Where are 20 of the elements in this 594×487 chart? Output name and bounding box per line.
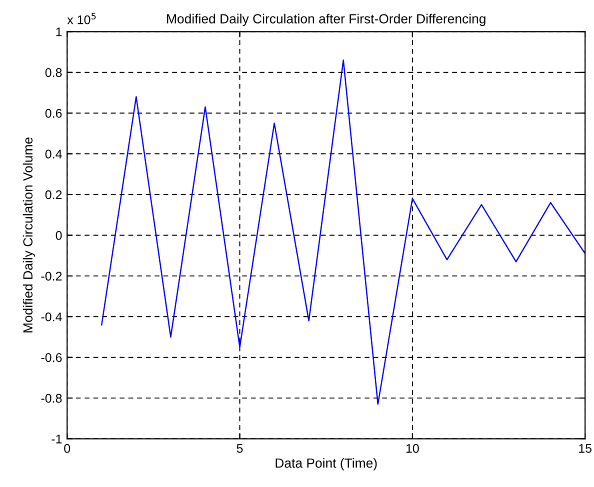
y-tick-label: 0 — [56, 231, 62, 240]
y-tick-label: 0.8 — [45, 68, 62, 78]
y-tick-label: -0.4 — [41, 312, 62, 322]
y-tick-label: 0.6 — [45, 108, 62, 118]
y-axis-title: Modified Daily Circulation Volume — [22, 138, 36, 332]
line-series — [101, 60, 586, 405]
y-tick-label: -1 — [52, 434, 62, 444]
x-axis-title: Data Point (Time) — [276, 458, 377, 470]
y-tick-label: 0.2 — [45, 190, 62, 200]
y-tick-label: -0.8 — [41, 394, 62, 403]
x-tick-label: 0 — [64, 444, 70, 453]
x-tick-label: 5 — [236, 444, 243, 453]
x-tick-label: 10 — [406, 444, 419, 453]
y-tick-label: 0.4 — [45, 150, 62, 158]
y-tick-label: -0.6 — [41, 353, 62, 362]
chart-title: Modified Daily Circulation after First-Order Differencing — [167, 14, 486, 26]
text: x 10$^{5}$ — [67, 12, 96, 24]
y-tick-label: 1 — [56, 28, 62, 36]
x-tick-label: 15 — [579, 444, 592, 453]
y-tick-label: -0.2 — [41, 272, 62, 281]
